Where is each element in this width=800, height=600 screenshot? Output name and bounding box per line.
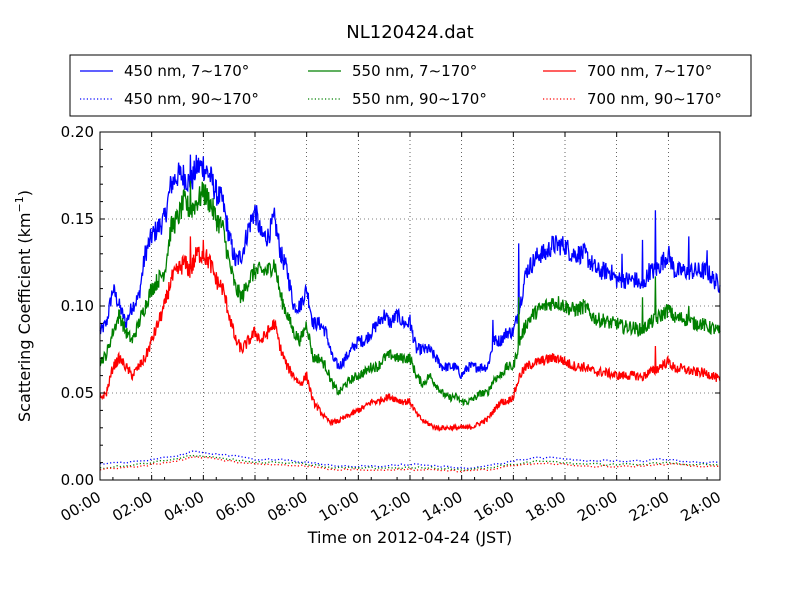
legend-frame bbox=[69, 54, 752, 117]
y-tick-label: 0.20 bbox=[61, 123, 94, 141]
x-tick-label: 16:00 bbox=[471, 488, 517, 525]
x-tick-label: 08:00 bbox=[264, 488, 310, 525]
series-group bbox=[99, 154, 721, 473]
series-line-3 bbox=[99, 236, 721, 432]
y-tick-label: 0.05 bbox=[61, 384, 94, 402]
legend-label-1: 450 nm, 7∼170° bbox=[124, 62, 249, 80]
legend-label-3: 700 nm, 7∼170° bbox=[587, 62, 712, 80]
x-tick-label: 14:00 bbox=[419, 488, 465, 525]
x-axis-label: Time on 2012-04-24 (JST) bbox=[307, 528, 512, 547]
legend-label-6: 700 nm, 90∼170° bbox=[587, 90, 722, 108]
y-axis-label-end: ) bbox=[15, 190, 34, 196]
x-tick-label: 02:00 bbox=[109, 488, 155, 525]
x-tick-label: 00:00 bbox=[58, 488, 104, 525]
y-tick-label: 0.15 bbox=[61, 210, 94, 228]
series-line-1 bbox=[99, 154, 721, 380]
legend-label-4: 450 nm, 90∼170° bbox=[124, 90, 259, 108]
x-tick-label: 24:00 bbox=[678, 488, 724, 525]
y-tick-label: 0.10 bbox=[61, 297, 94, 315]
x-tick-label: 06:00 bbox=[213, 488, 259, 525]
legend-label-2: 550 nm, 7∼170° bbox=[352, 62, 477, 80]
x-tick-label: 04:00 bbox=[161, 488, 207, 525]
legend: 450 nm, 7∼170° 550 nm, 7∼170° 700 nm, 7∼17… bbox=[69, 54, 752, 117]
y-axis-label-sup: −1 bbox=[13, 196, 26, 212]
y-tick-label: 0.00 bbox=[61, 471, 94, 489]
series-line-6 bbox=[99, 455, 721, 473]
legend-label-5: 550 nm, 90∼170° bbox=[352, 90, 487, 108]
series-line-4 bbox=[99, 450, 721, 470]
x-tick-label: 12:00 bbox=[368, 488, 414, 525]
y-axis-label: Scattering Coefficient (km−1) bbox=[13, 190, 34, 422]
x-tick-label: 20:00 bbox=[574, 488, 620, 525]
x-tick-label: 10:00 bbox=[316, 488, 362, 525]
x-tick-label: 18:00 bbox=[523, 488, 569, 525]
x-tick-label: 22:00 bbox=[626, 488, 672, 525]
series-line-2 bbox=[99, 180, 721, 407]
chart-title: NL120424.dat bbox=[346, 22, 473, 43]
y-axis-label-main: Scattering Coefficient (km bbox=[15, 212, 34, 422]
